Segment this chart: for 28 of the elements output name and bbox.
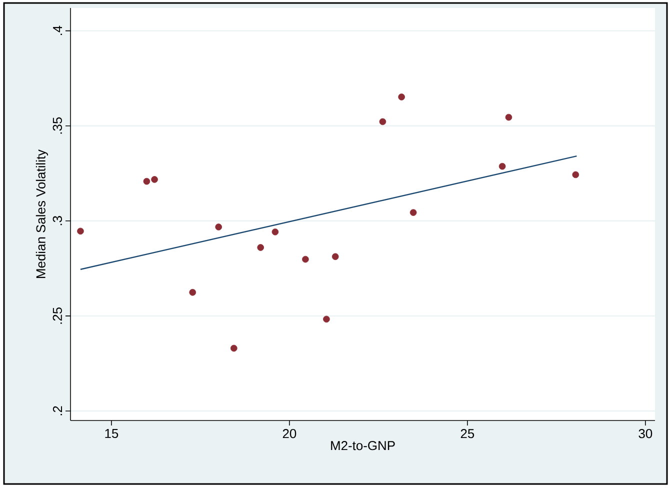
x-tick-label: 25 <box>460 429 474 438</box>
point <box>215 224 222 230</box>
point <box>332 253 339 260</box>
point <box>498 162 506 170</box>
point <box>151 176 158 183</box>
x-tick-label: 20 <box>282 429 296 438</box>
point <box>257 244 264 251</box>
y-tick-label: .4 <box>53 26 62 36</box>
x-axis-title: M2-to-GNP <box>331 441 395 450</box>
point <box>143 178 150 185</box>
y-tick-label: .3 <box>52 216 62 226</box>
point <box>323 316 330 323</box>
point <box>505 114 512 121</box>
point <box>302 256 309 263</box>
point <box>272 228 279 236</box>
y-tick-label: .25 <box>52 307 62 324</box>
point <box>398 94 405 100</box>
point <box>410 209 417 216</box>
point <box>189 288 196 296</box>
point <box>77 228 84 235</box>
y-tick-label: .2 <box>52 406 62 416</box>
y-axis-title: Median Sales Volatility <box>36 149 48 278</box>
point <box>572 171 580 178</box>
x-tick-label: 15 <box>105 429 118 438</box>
point <box>379 118 386 126</box>
y-tick-label: .35 <box>52 117 62 134</box>
x-tick-label: 30 <box>638 429 652 438</box>
point <box>230 344 238 352</box>
